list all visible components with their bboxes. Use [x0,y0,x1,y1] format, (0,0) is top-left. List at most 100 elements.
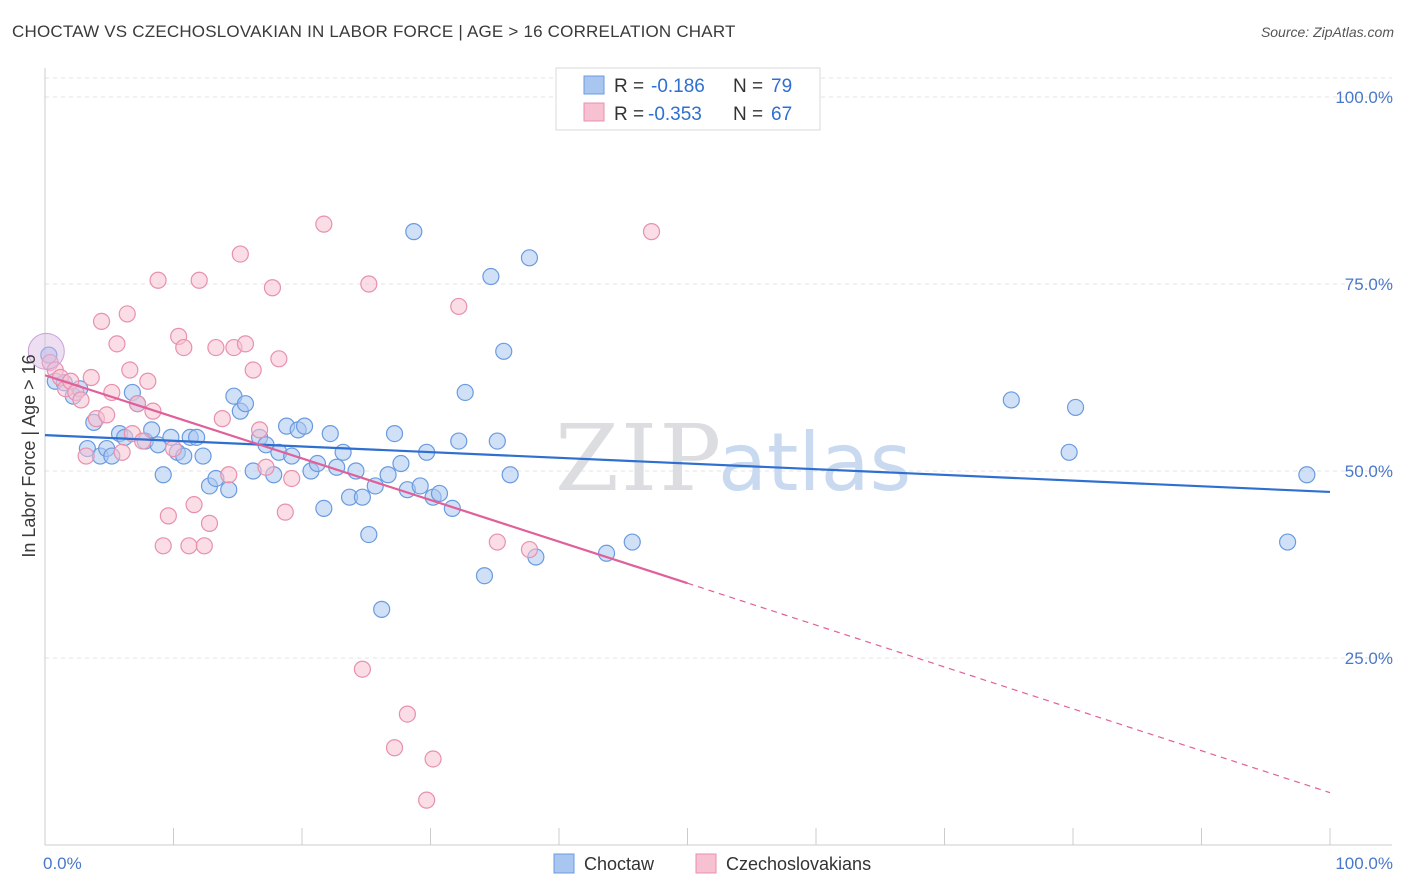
point-choctaw-66 [495,342,513,360]
point-czechoslovakians-28 [180,537,198,555]
point-czechoslovakians-33 [207,338,225,357]
point-choctaw-55 [405,223,423,241]
point-czechoslovakians-56 [642,223,661,241]
chart-title: CHOCTAW VS CZECHOSLOVAKIAN IN LABOR FORC… [12,22,736,41]
legend-r-value-1: -0.186 [651,76,705,97]
point-choctaw-72 [1002,391,1020,409]
point-czechoslovakians-37 [231,245,249,263]
point-czechoslovakians-43 [270,350,288,368]
point-czechoslovakians-23 [154,537,172,555]
point-choctaw-67 [501,466,519,484]
watermark-atlas: atlas [718,416,911,509]
legend: R = -0.186 N = 79 R = -0.353 N = 67 [555,67,821,131]
point-choctaw-53 [392,454,410,473]
point-choctaw-47 [353,488,371,506]
point-czechoslovakians-54 [488,533,506,551]
y-tick-label-50: 50.0% [1345,462,1393,481]
point-czechoslovakians-35 [220,466,238,484]
legend-r-label-1: R = [614,76,644,97]
point-choctaw-60 [443,499,461,517]
point-cluster [27,332,65,370]
point-choctaw-73 [1060,443,1078,461]
legend-r-value-2: -0.353 [648,104,702,125]
point-czechoslovakians-47 [353,660,371,678]
point-czechoslovakians-16 [121,361,139,379]
point-czechoslovakians-7 [77,447,95,465]
x-tick-label-100: 100.0% [1335,854,1393,873]
legend-n-value-2: 67 [771,104,792,125]
point-czechoslovakians-39 [244,361,262,379]
point-choctaw-68 [520,249,539,267]
point-choctaw-76 [1298,466,1316,484]
point-choctaw-15 [143,421,161,439]
point-czechoslovakians-46 [315,215,333,233]
point-czechoslovakians-52 [424,750,442,768]
point-czechoslovakians-48 [360,275,378,293]
point-czechoslovakians-29 [185,496,203,514]
point-czechoslovakians-11 [98,406,116,424]
bottom-legend-swatch-czechoslovakians [695,853,717,874]
y-tick-label-25: 25.0% [1345,649,1393,668]
bottom-legend-label-czechoslovakians: Czechoslovakians [726,854,871,874]
point-czechoslovakians-8 [82,368,100,387]
point-choctaw-65 [488,432,506,450]
point-czechoslovakians-55 [520,540,539,559]
point-czechoslovakians-20 [139,372,157,390]
point-czechoslovakians-42 [263,279,282,297]
point-czechoslovakians-13 [108,335,126,353]
point-choctaw-75 [1278,533,1297,551]
axes [44,68,1392,846]
point-czechoslovakians-49 [385,739,404,757]
point-choctaw-29 [236,395,255,413]
point-choctaw-44 [334,443,352,461]
bottom-legend-swatch-choctaw [553,853,575,874]
point-choctaw-71 [623,533,641,551]
point-czechoslovakians-45 [283,469,301,488]
source-note: Source: ZipAtlas.com [1260,24,1394,40]
point-czechoslovakians-50 [398,705,416,723]
point-czechoslovakians-44 [276,503,294,521]
legend-n-label-2: N = [733,104,763,125]
y-axis-label: In Labor Force | Age > 16 [19,354,39,557]
y-tick-label-75: 75.0% [1345,275,1393,294]
x-tick-label-0: 0.0% [43,854,82,873]
tick-labels: 25.0% 50.0% 75.0% 100.0% 0.0% 100.0% [43,88,1393,873]
point-czechoslovakians-15 [118,305,136,323]
point-choctaw-63 [475,567,494,585]
trend-line-czechoslovakians [44,374,688,585]
point-choctaw-74 [1066,398,1085,417]
point-choctaw-61 [450,432,468,450]
point-czechoslovakians-38 [236,335,255,353]
point-czechoslovakians-40 [250,421,269,439]
point-czechoslovakians-51 [418,791,436,809]
point-choctaw-56 [411,477,429,495]
point-choctaw-42 [321,425,339,443]
point-choctaw-59 [430,484,449,503]
point-czechoslovakians-10 [92,312,111,330]
point-choctaw-62 [456,383,474,402]
legend-swatch-choctaw [583,75,605,95]
bottom-legend-label-choctaw: Choctaw [584,854,655,874]
trend-lines [44,374,1331,794]
point-czechoslovakians-30 [190,271,208,289]
point-choctaw-52 [385,425,404,443]
point-czechoslovakians-24 [159,507,177,525]
point-choctaw-50 [373,600,391,618]
legend-n-label-1: N = [733,76,763,97]
bottom-legend: Choctaw Czechoslovakians [553,853,871,874]
legend-swatch-czechoslovakians [583,102,605,122]
data-points [27,215,1316,809]
point-choctaw-26 [220,481,238,499]
point-czechoslovakians-41 [257,458,275,476]
point-czechoslovakians-25 [164,439,183,458]
point-choctaw-48 [360,525,378,544]
point-choctaw-64 [482,267,500,286]
point-czechoslovakians-34 [213,410,231,428]
point-choctaw-23 [194,447,212,465]
point-czechoslovakians-14 [113,443,131,461]
watermark: ZIP atlas [555,405,911,512]
trend-extension-czechoslovakians [687,582,1331,794]
point-choctaw-38 [295,417,314,435]
point-czechoslovakians-53 [450,297,468,316]
